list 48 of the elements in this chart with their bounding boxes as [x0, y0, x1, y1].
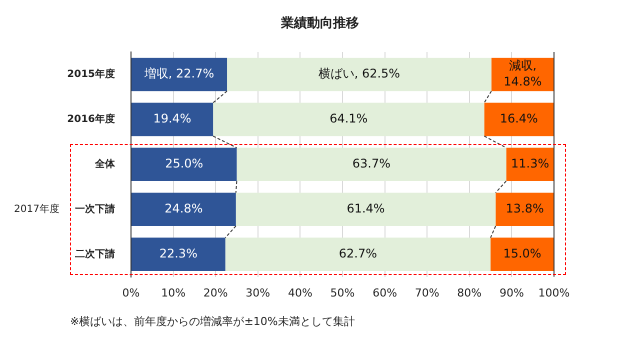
- data-label: 16.4%: [500, 112, 538, 126]
- data-label: 63.7%: [352, 156, 391, 171]
- x-tick-label: 50%: [330, 286, 355, 300]
- data-label: 11.3%: [511, 156, 550, 171]
- bar: [132, 148, 237, 182]
- x-tick-label: 70%: [414, 286, 440, 300]
- chart-title: 業績動向推移: [280, 15, 360, 32]
- data-label: 横ばい, 62.5%: [318, 66, 400, 81]
- x-tick-label: 80%: [457, 286, 482, 300]
- data-label: 25.0%: [165, 156, 204, 171]
- data-label: 13.8%: [506, 201, 544, 216]
- data-label: 15.0%: [503, 246, 542, 260]
- y-tick-label: 全体: [94, 158, 116, 170]
- bar: [490, 238, 554, 271]
- x-tick-label: 10%: [161, 286, 186, 300]
- text: 2017年度: [14, 202, 60, 215]
- bar: [236, 148, 506, 182]
- bar: [132, 192, 236, 226]
- bar: [236, 192, 496, 226]
- x-tick-label: 60%: [372, 286, 398, 300]
- bar: [132, 58, 228, 92]
- x-tick-label: 0%: [122, 286, 140, 300]
- y-tick-label: 2015年度: [67, 68, 115, 80]
- bar: [213, 102, 484, 136]
- y-tick-label: 一次下請: [75, 202, 115, 215]
- data-label: 22.3%: [159, 246, 198, 260]
- x-tick-label: 30%: [246, 286, 270, 300]
- y-tick-label: 2016年度: [67, 113, 115, 126]
- data-label: 24.8%: [164, 201, 203, 216]
- x-tick-label: 40%: [288, 286, 312, 300]
- data-label: 64.1%: [330, 112, 368, 126]
- x-tick-label: 90%: [499, 286, 524, 300]
- data-label: 19.4%: [153, 112, 192, 126]
- bar: [225, 238, 491, 271]
- bar: [132, 238, 226, 271]
- data-label: 62.7%: [338, 246, 377, 260]
- x-tick-label: 20%: [203, 286, 228, 300]
- bar: [132, 102, 214, 136]
- bar: [496, 192, 554, 226]
- bar: [227, 58, 492, 92]
- x-tick-label: 100%: [538, 286, 570, 300]
- text: ※横ばいは、前年度からの増減率が±10%未満として集計: [70, 314, 355, 329]
- data-label: 61.4%: [346, 201, 385, 216]
- y-tick-label: 二次下請: [75, 248, 115, 260]
- bar: [506, 148, 554, 182]
- data-label: 減収, 14.8%: [504, 58, 542, 89]
- data-label: 増収, 22.7%: [143, 66, 214, 81]
- bar: [484, 102, 554, 136]
